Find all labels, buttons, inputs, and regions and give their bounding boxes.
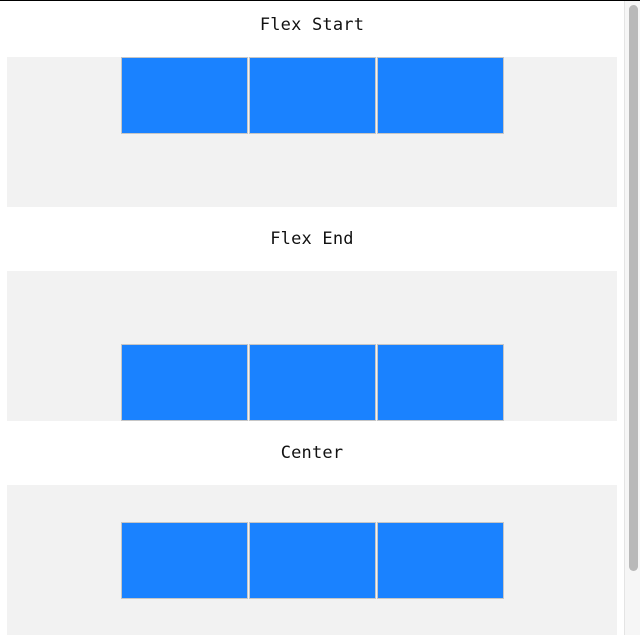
flex-start-item-2 (248, 57, 376, 134)
flex-end-item-3 (376, 344, 504, 421)
flex-end-item-1 (120, 344, 248, 421)
scrollbar-thumb[interactable] (629, 5, 638, 571)
flex-start-container (7, 57, 617, 207)
page-content: Flex Start Flex End Center (0, 1, 624, 635)
section-title-flex-start: Flex Start (259, 15, 365, 35)
center-item-2 (248, 521, 376, 599)
flex-start-item-1 (120, 57, 248, 134)
section-title-center: Center (280, 443, 344, 463)
flex-start-item-3 (376, 57, 504, 134)
center-item-1 (120, 521, 248, 599)
center-container (7, 485, 617, 635)
section-title-flex-end: Flex End (270, 229, 354, 249)
flex-end-item-2 (248, 344, 376, 421)
center-item-3 (376, 521, 504, 599)
flex-end-container (7, 271, 617, 421)
vertical-scrollbar[interactable] (624, 1, 640, 635)
